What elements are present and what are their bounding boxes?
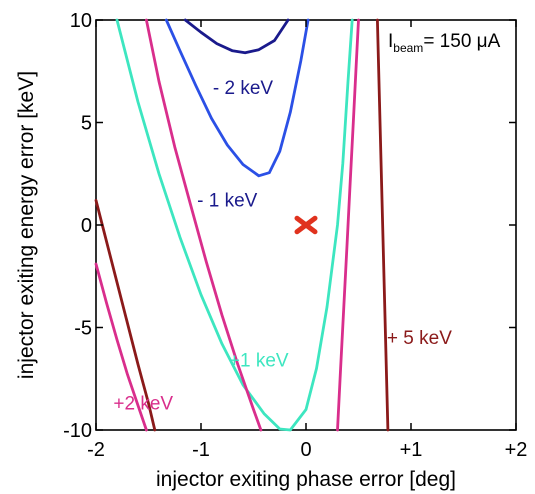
x-axis-label: injector exiting phase error [deg] <box>156 468 456 491</box>
y-tick-label: 5 <box>81 113 92 135</box>
marker-group <box>294 215 318 235</box>
y-axis-label: injector exiting energy error [keV] <box>15 71 38 379</box>
y-tick-label: 0 <box>81 215 92 237</box>
beam-current-symbol: I <box>388 31 393 52</box>
series-line-1 <box>164 18 310 178</box>
operating-point-marker <box>294 215 318 235</box>
series-line-2 <box>115 18 354 432</box>
series-line-6 <box>94 198 157 432</box>
series-line-7 <box>375 18 390 432</box>
x-tick-label: -1 <box>192 439 210 461</box>
y-tick-label: 10 <box>70 10 92 32</box>
series-line-3 <box>94 262 148 432</box>
contour-label: - 2 keV <box>213 78 274 99</box>
series-line-0 <box>183 18 290 55</box>
x-tick-label: 0 <box>300 439 311 461</box>
x-tick-label: -2 <box>87 439 105 461</box>
x-tick-label: +2 <box>505 439 528 461</box>
y-tick-label: -5 <box>74 318 92 340</box>
beam-current-annotation: Ibeam= 150 μA <box>388 31 501 55</box>
series-line-4 <box>144 18 263 432</box>
contour-label: +1 keV <box>229 350 289 371</box>
x-tick-label: +1 <box>400 439 423 461</box>
y-tick-label: -10 <box>63 420 92 442</box>
contour-label: +2 keV <box>113 394 173 415</box>
contour-labels: - 2 keV - 1 keV +1 keV +2 keV + 5 keV <box>113 78 452 415</box>
contour-label: + 5 keV <box>387 328 452 349</box>
contour-label: - 1 keV <box>197 191 258 212</box>
beam-current-value: = 150 μA <box>423 31 500 52</box>
beam-current-subscript: beam <box>393 41 423 55</box>
series-line-5 <box>336 18 360 432</box>
series-group <box>94 18 390 432</box>
